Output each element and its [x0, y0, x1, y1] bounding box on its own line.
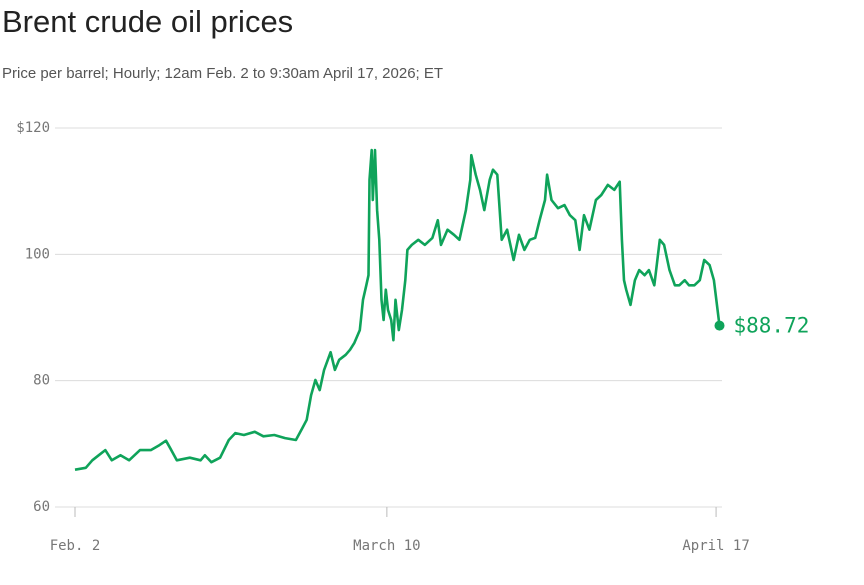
y-tick-label: 60 — [33, 499, 50, 515]
chart-subtitle: Price per barrel; Hourly; 12am Feb. 2 to… — [2, 65, 443, 82]
x-tick-label: April 17 — [682, 538, 749, 554]
x-tick-label: March 10 — [353, 538, 420, 554]
price-line — [74, 148, 721, 471]
end-dot — [714, 320, 725, 331]
y-tick-label: 100 — [25, 246, 50, 262]
end-label: $88.72 — [734, 314, 810, 338]
y-tick-label: 80 — [33, 373, 50, 389]
x-tick-label: Feb. 2 — [50, 538, 101, 554]
y-tick-label: $120 — [16, 120, 50, 136]
chart-title: Brent crude oil prices — [2, 4, 293, 39]
